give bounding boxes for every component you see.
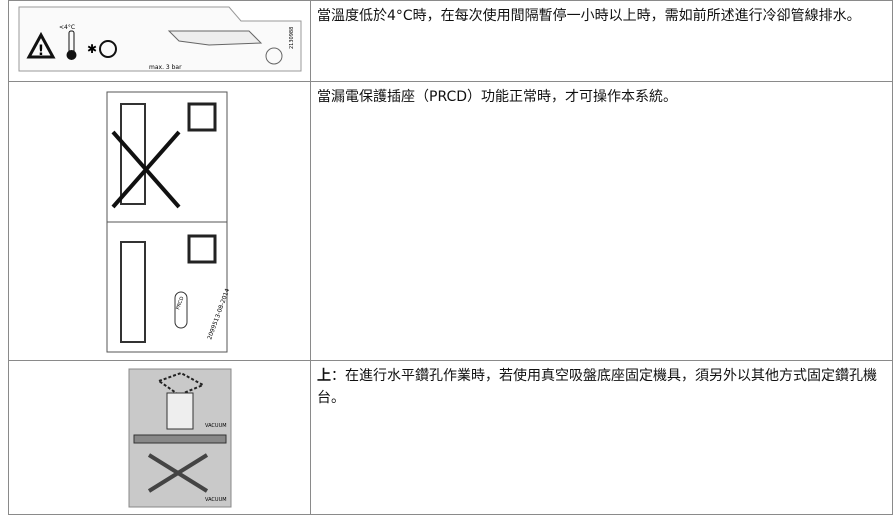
wall <box>133 434 227 444</box>
label-frame <box>18 6 302 72</box>
warning-mark: ! <box>38 43 44 59</box>
figure-label: 2130988 <box>289 27 295 49</box>
cell-text: 當溫度低於4°C時，在每次使用間隔暫停一小時以上時，需如前所述進行冷卻管線排水。 <box>310 0 893 82</box>
row: ! <4°C ✱ max. 3 bar 2130988 當溫度低於4°C時，在每… <box>8 0 893 82</box>
chain <box>156 371 206 397</box>
snow-icon: ✱ <box>87 42 97 56</box>
icon <box>99 40 117 58</box>
cross <box>147 453 209 493</box>
page: ! <4°C ✱ max. 3 bar 2130988 當溫度低於4°C時，在每… <box>8 0 893 515</box>
row: PRCD 2099513-08-2014 當漏電保護插座（PRCD）功能正常時，… <box>8 81 893 361</box>
figure-label: PRCD <box>175 296 185 311</box>
tool-drawing <box>167 30 263 46</box>
figure-cell: PRCD 2099513-08-2014 <box>8 81 311 361</box>
figure-label: max. 3 bar <box>149 64 182 71</box>
figure: PRCD 2099513-08-2014 <box>106 91 231 353</box>
figure-cell: ! <4°C ✱ max. 3 bar 2130988 <box>8 0 311 82</box>
text: 當溫度低於4°C時，在每次使用間隔暫停一小時以上時，需如前所述進行冷卻管線排水。 <box>317 8 861 24</box>
drill-stand <box>120 241 146 343</box>
figure: ! <4°C ✱ max. 3 bar 2130988 <box>18 6 302 72</box>
cell-text: 上：在進行水平鑽孔作業時，若使用真空吸盤底座固定機具，須另外以其他方式固定鑽孔機… <box>310 360 893 515</box>
instruction-table: ! <4°C ✱ max. 3 bar 2130988 當溫度低於4°C時，在每… <box>8 0 893 515</box>
socket <box>187 102 217 132</box>
cell-text: 當漏電保護插座（PRCD）功能正常時，才可操作本系統。 <box>310 81 893 361</box>
cross <box>111 130 181 209</box>
figure-label: VACUUM <box>205 497 227 503</box>
socket <box>187 234 217 264</box>
drill <box>166 392 194 430</box>
thermometer-bulb <box>66 50 77 60</box>
prcd <box>174 291 188 329</box>
text: 當漏電保護插座（PRCD）功能正常時，才可操作本系統。 <box>317 89 678 105</box>
drill-stand <box>120 103 146 205</box>
figure-label: <4°C <box>59 24 75 31</box>
text-bold: 上 <box>317 368 331 384</box>
text: ：在進行水平鑽孔作業時，若使用真空吸盤底座固定機具，須另外以其他方式固定鑽孔機台… <box>317 368 877 406</box>
figure-cell: VACUUM VACUUM <box>8 360 311 515</box>
icon <box>265 47 283 65</box>
row: VACUUM VACUUM 上：在進行水平鑽孔作業時，若使用真空吸盤底座固定機具… <box>8 360 893 515</box>
figure: VACUUM VACUUM <box>128 368 232 508</box>
warning-icon <box>26 31 56 59</box>
figure-label: VACUUM <box>205 423 227 429</box>
